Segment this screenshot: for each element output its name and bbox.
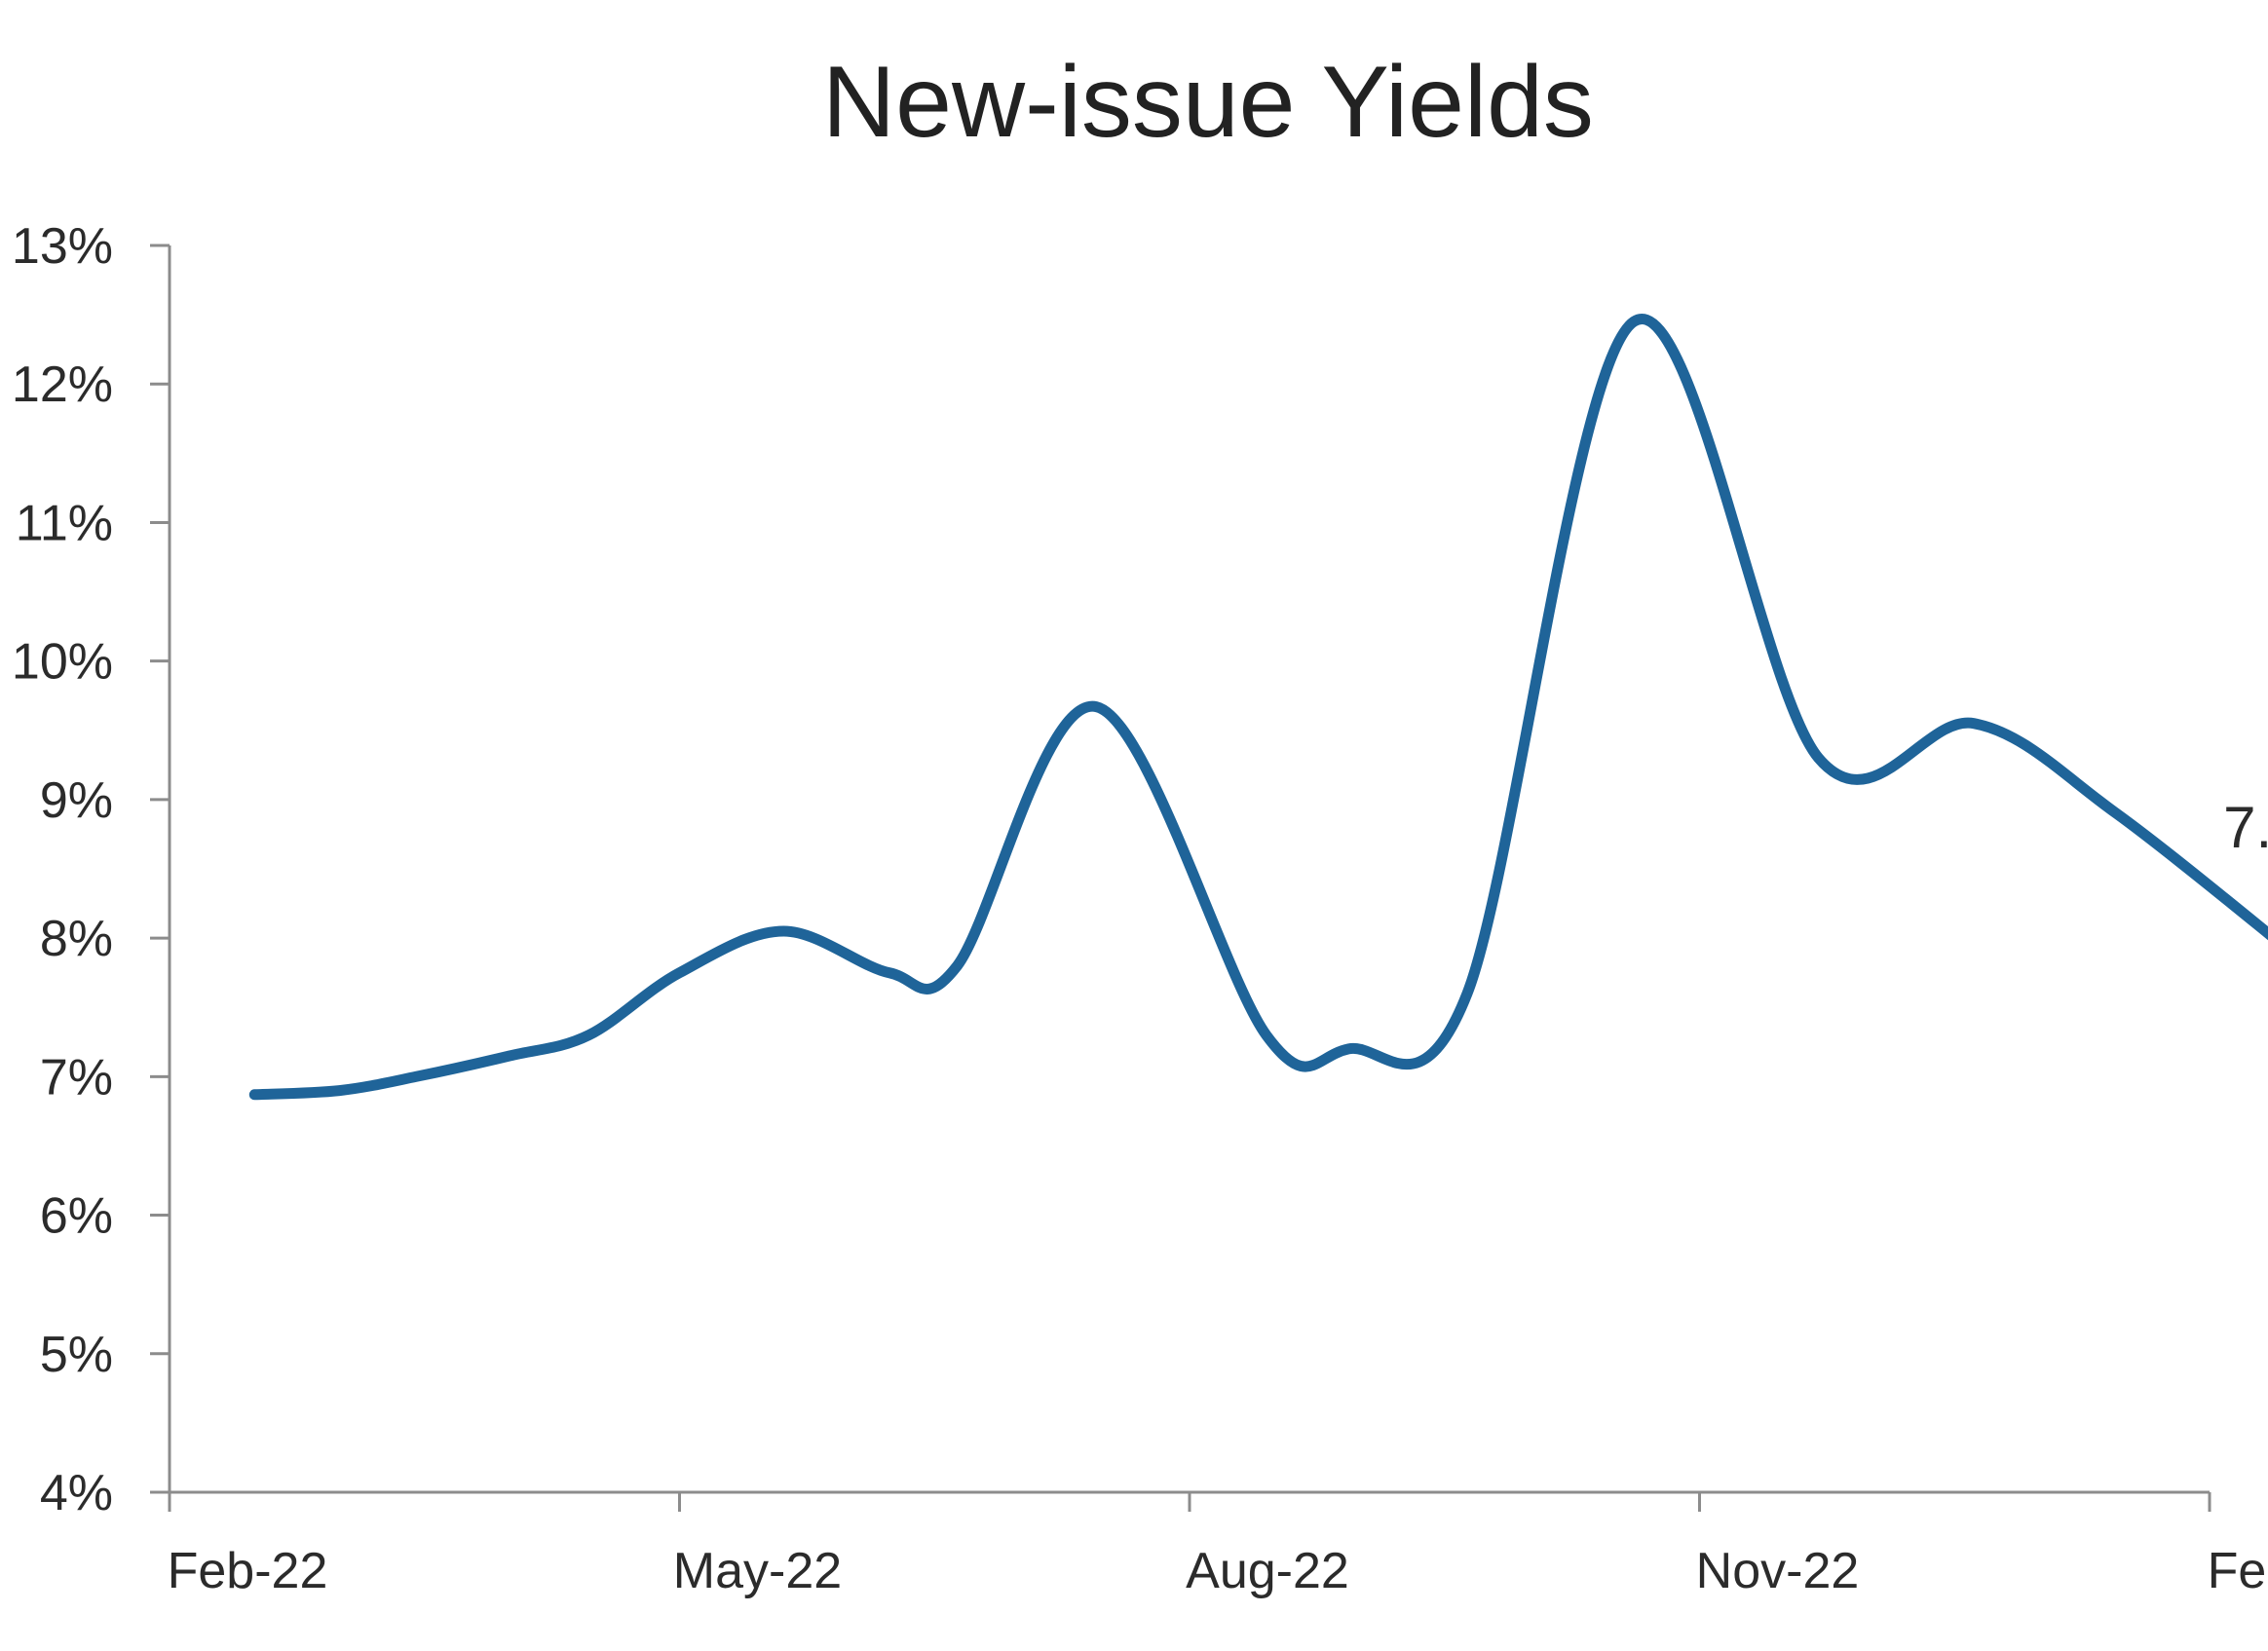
data-point (679, 972, 681, 974)
data-point (957, 965, 959, 967)
data-point (1095, 706, 1097, 708)
y-tick-label: 12% (12, 356, 113, 413)
series-group (248, 314, 2268, 1101)
y-tick-label: 6% (40, 1188, 113, 1245)
data-point (888, 972, 890, 974)
data-point (253, 1094, 255, 1096)
data-point (1633, 320, 1635, 322)
chart-title: New-issue Yields (822, 46, 1594, 159)
x-tick-label: Feb-23 (2208, 1543, 2268, 1599)
x-axis-ticks: Feb-22 May-22 Aug-22 Nov-22 Feb-23 (168, 1492, 2268, 1599)
x-tick-label: Feb-22 (168, 1543, 328, 1599)
y-tick-label: 4% (40, 1465, 113, 1521)
x-tick-label: Aug-22 (1186, 1543, 1349, 1599)
data-point (509, 1055, 510, 1057)
y-tick-label: 9% (40, 772, 113, 829)
y-tick-label: 13% (12, 218, 113, 275)
end-value-label: 7.88% (2223, 795, 2268, 860)
data-point (339, 1090, 341, 1092)
y-tick-label: 10% (12, 634, 113, 691)
y-tick-label: 8% (40, 911, 113, 967)
x-tick-label: May-22 (673, 1543, 842, 1599)
series-line (248, 314, 2268, 1101)
y-tick-label: 5% (40, 1327, 113, 1383)
data-point (1466, 993, 1468, 994)
data-point (782, 930, 784, 932)
data-point (1266, 1034, 1267, 1036)
data-point (587, 1034, 589, 1036)
y-axis-ticks: 4% 5% 6% 7% 8% 9% 10% 11% 12% 13% (12, 218, 170, 1521)
data-point (1347, 1048, 1349, 1050)
data-point (1973, 723, 1975, 725)
x-tick-label: Nov-22 (1696, 1543, 1860, 1599)
data-point (2115, 812, 2117, 814)
data-point (1818, 757, 1820, 759)
y-tick-label: 7% (40, 1049, 113, 1106)
data-point (415, 1075, 417, 1077)
y-tick-label: 11% (16, 495, 113, 551)
data-points (253, 320, 2268, 1096)
